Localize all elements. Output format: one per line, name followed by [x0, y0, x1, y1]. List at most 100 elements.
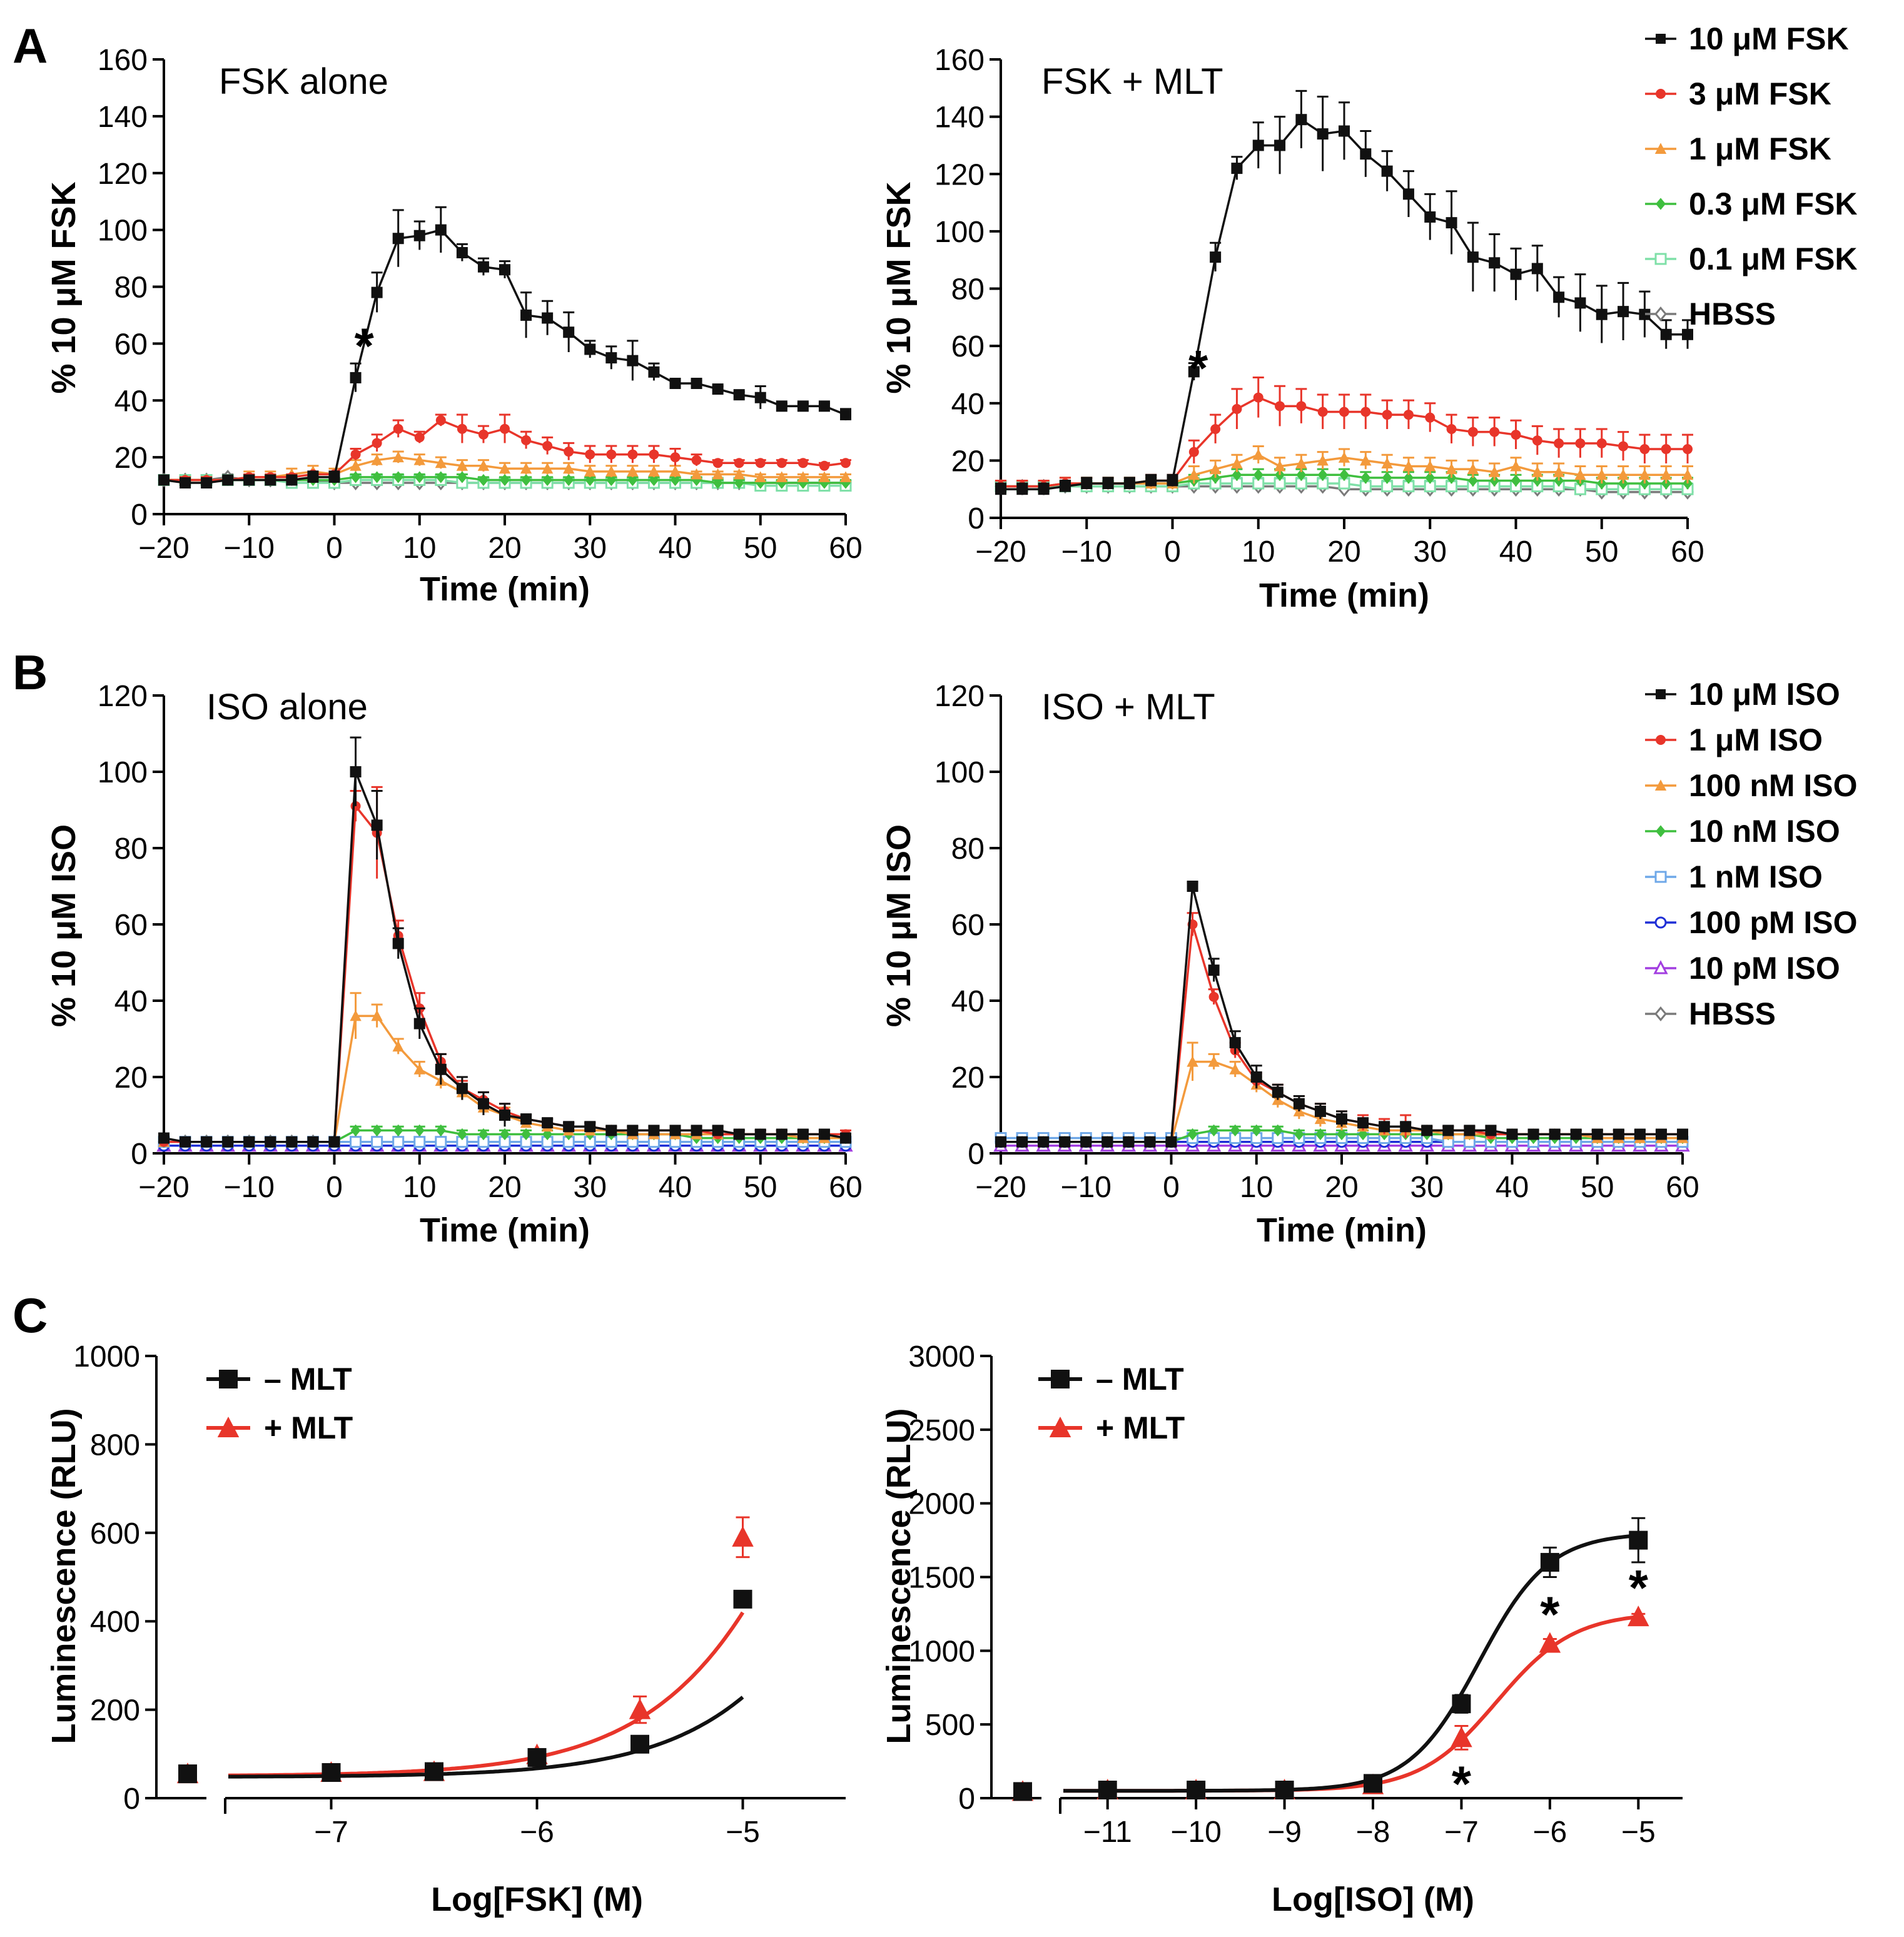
x-tick-label: 0: [326, 1171, 343, 1204]
legend-label: 10 nM ISO: [1689, 814, 1840, 849]
data-point: [1381, 457, 1393, 468]
y-tick-label: 100: [98, 215, 148, 248]
x-tick-label: −11: [1083, 1816, 1132, 1849]
data-point: [1403, 410, 1414, 420]
data-point: [1231, 163, 1243, 174]
data-point: [1102, 478, 1114, 490]
data-point: [371, 286, 383, 298]
x-tick-label: 10: [403, 532, 436, 565]
data-point: [413, 1018, 425, 1029]
data-point: [1510, 268, 1522, 280]
legend-item: 3 μM FSK: [1645, 76, 1831, 111]
data-point: [712, 458, 723, 468]
data-point: [776, 458, 787, 468]
x-axis-label: Time (min): [420, 570, 590, 608]
data-point: [499, 462, 511, 474]
y-tick-label: 2500: [908, 1414, 975, 1447]
data-point: [776, 471, 788, 482]
data-point: [265, 1136, 276, 1148]
x-tick-label: −5: [726, 1816, 760, 1849]
data-point: [1208, 1056, 1220, 1067]
data-point: [627, 473, 638, 487]
x-tick-label: −20: [138, 1171, 189, 1204]
data-point: [307, 1136, 319, 1148]
data-point: [712, 477, 723, 489]
y-tick-label: 80: [951, 832, 985, 866]
y-axis-label: % 10 μM FSK: [45, 181, 83, 393]
legend-label: 1 μM FSK: [1689, 131, 1831, 166]
panel-label-b: B: [13, 645, 48, 700]
x-tick-label: 40: [1496, 1171, 1529, 1204]
data-point: [158, 1132, 170, 1144]
data-point: [1574, 468, 1586, 480]
data-point: [797, 400, 809, 412]
x-tick-label: 60: [1671, 535, 1704, 569]
data-point: [542, 440, 553, 451]
data-point: [1553, 291, 1565, 303]
series-10-m-fsk: [158, 206, 851, 489]
data-point: [1059, 480, 1071, 492]
data-point: [201, 1136, 213, 1148]
data-point: [797, 471, 809, 482]
data-point: [1360, 454, 1372, 466]
panel-label-a: A: [13, 18, 48, 73]
data-point: [669, 1125, 681, 1136]
data-point: [648, 1125, 660, 1136]
y-tick-label: 0: [968, 502, 985, 535]
x-tick-label: 60: [829, 532, 862, 565]
data-point: [1253, 392, 1263, 403]
data-point: [1467, 474, 1478, 487]
data-point: [1424, 460, 1436, 472]
data-point: [648, 366, 660, 378]
y-tick-label: 120: [934, 158, 985, 191]
legend-item: 1 nM ISO: [1645, 859, 1823, 894]
legend-label: + MLT: [1096, 1410, 1185, 1445]
data-point: [1511, 430, 1521, 440]
series-line: [164, 803, 846, 1143]
data-point: [1188, 468, 1200, 480]
data-point: [350, 1009, 362, 1021]
data-point: [1506, 1128, 1518, 1140]
data-point: [606, 449, 617, 460]
data-point: [818, 400, 830, 412]
x-tick-label: −10: [224, 532, 275, 565]
y-tick-label: 0: [131, 1138, 148, 1171]
data-point: [1464, 1125, 1476, 1136]
x-tick-label: −10: [1061, 1171, 1112, 1204]
data-point: [1511, 474, 1521, 487]
data-point: [691, 377, 702, 389]
data-point: [818, 1128, 830, 1140]
y-tick-label: 600: [90, 1517, 140, 1550]
data-point: [350, 1124, 361, 1136]
data-point: [712, 468, 724, 480]
x-tick-label: −20: [975, 535, 1026, 569]
data-point: [1274, 460, 1286, 472]
data-point: [585, 449, 595, 460]
data-point: [520, 309, 532, 321]
data-point: [1617, 468, 1629, 480]
data-point: [1402, 188, 1414, 200]
data-point: [564, 473, 574, 487]
data-point: [201, 477, 213, 489]
data-point: [328, 1136, 340, 1148]
data-point: [1379, 1121, 1390, 1133]
y-tick-label: 400: [90, 1606, 140, 1639]
data-point: [1485, 1125, 1497, 1136]
legend-marker: [1656, 689, 1666, 699]
data-point: [584, 1121, 596, 1133]
data-point: [392, 938, 404, 949]
y-tick-label: 120: [98, 158, 148, 191]
data-point: [435, 457, 447, 468]
data-point: [1442, 1125, 1454, 1136]
data-point: [627, 449, 638, 460]
data-point: [457, 471, 467, 483]
y-tick-label: 1000: [908, 1635, 975, 1668]
data-point: [350, 1136, 362, 1148]
legend-label: 1 nM ISO: [1689, 859, 1823, 894]
legend-item: HBSS: [1645, 296, 1776, 331]
data-point: [1660, 328, 1672, 340]
data-point: [414, 1124, 425, 1136]
data-point: [1531, 466, 1544, 477]
y-tick-label: 140: [98, 101, 148, 134]
x-tick-label: 60: [1666, 1171, 1699, 1204]
